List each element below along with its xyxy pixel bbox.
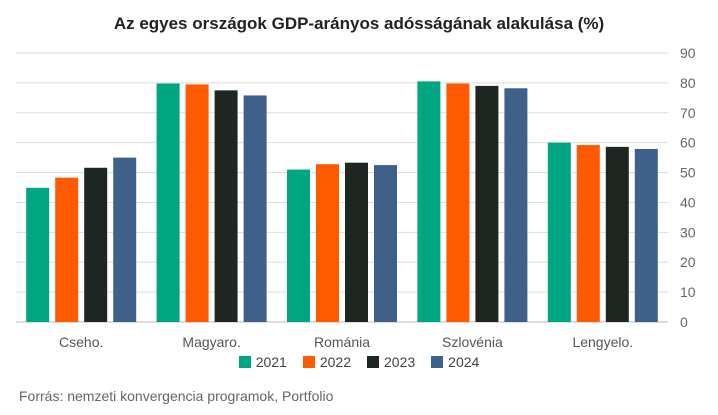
x-category-label: Magyaro. bbox=[182, 334, 240, 350]
legend-swatch bbox=[238, 356, 251, 368]
legend-item: 2023 bbox=[367, 354, 415, 370]
legend-swatch bbox=[302, 356, 315, 368]
y-tick-label: 0 bbox=[680, 314, 688, 330]
y-tick-label: 80 bbox=[680, 75, 696, 91]
bar-szlovnia-2021 bbox=[417, 81, 441, 323]
x-category-label: Románia bbox=[314, 334, 370, 350]
legend-label: 2024 bbox=[448, 354, 480, 370]
source-note: Forrás: nemzeti konvergencia programok, … bbox=[19, 388, 334, 404]
chart-title: Az egyes országok GDP-arányos adósságána… bbox=[113, 14, 605, 33]
legend-item: 2021 bbox=[238, 354, 287, 370]
y-tick-label: 20 bbox=[680, 254, 696, 270]
bar-szlovnia-2023 bbox=[475, 85, 499, 322]
x-category-label: Cseho. bbox=[59, 334, 103, 350]
bar-cseho-2024 bbox=[113, 157, 137, 322]
y-axis-ticks: 0 10 20 30 40 50 60 70 80 90 bbox=[680, 45, 696, 330]
bar-cseho-2021 bbox=[26, 187, 50, 322]
bar-cseho-2023 bbox=[84, 167, 108, 322]
legend-item: 2024 bbox=[431, 354, 479, 370]
bars bbox=[26, 81, 658, 323]
bar-szlovnia-2024 bbox=[504, 88, 528, 322]
legend-item: 2022 bbox=[302, 354, 351, 370]
bar-magyaro-2023 bbox=[214, 90, 238, 322]
x-axis-categories: Cseho. Magyaro. Románia Szlovénia Lengyelo. bbox=[59, 334, 633, 350]
bar-romnia-2023 bbox=[345, 162, 368, 322]
legend-swatch bbox=[367, 356, 379, 368]
bar-magyaro-2024 bbox=[243, 95, 267, 322]
legend-label: 2021 bbox=[255, 354, 287, 370]
y-tick-label: 10 bbox=[680, 284, 696, 300]
bar-romnia-2022 bbox=[316, 164, 339, 322]
y-tick-label: 50 bbox=[680, 165, 696, 181]
legend-label: 2022 bbox=[319, 354, 351, 370]
bar-szlovnia-2022 bbox=[446, 83, 470, 322]
bar-cseho-2022 bbox=[55, 177, 79, 322]
bar-magyaro-2021 bbox=[156, 83, 180, 322]
y-tick-label: 30 bbox=[680, 224, 696, 240]
y-tick-label: 70 bbox=[680, 105, 696, 121]
bar-lengyelo-2021 bbox=[547, 142, 571, 322]
x-category-label: Lengyelo. bbox=[572, 334, 633, 350]
bar-lengyelo-2022 bbox=[576, 145, 600, 322]
y-tick-label: 60 bbox=[680, 135, 696, 151]
bar-romnia-2021 bbox=[287, 169, 310, 322]
bar-lengyelo-2023 bbox=[605, 146, 629, 322]
legend-label: 2023 bbox=[384, 354, 416, 370]
bar-magyaro-2022 bbox=[185, 84, 209, 322]
bar-romnia-2024 bbox=[374, 165, 397, 322]
bar-lengyelo-2024 bbox=[634, 148, 658, 322]
x-category-label: Szlovénia bbox=[442, 334, 503, 350]
y-tick-label: 90 bbox=[680, 45, 696, 61]
legend: 2021 2022 2023 2024 bbox=[0, 354, 718, 370]
legend-swatch bbox=[431, 356, 444, 368]
y-tick-label: 40 bbox=[680, 194, 696, 210]
